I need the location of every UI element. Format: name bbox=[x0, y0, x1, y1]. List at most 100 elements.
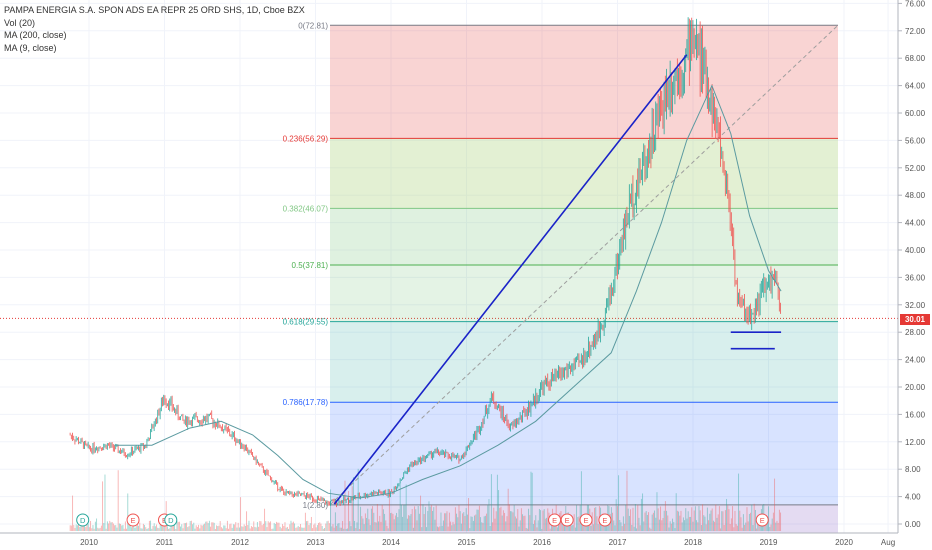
fibonacci-retracement: 0(72.81) 0.236(56.29) 0.382(46.07) 0.5(37.8… bbox=[283, 21, 839, 533]
volume-bar bbox=[571, 525, 573, 531]
price-tick-label: 16.00 bbox=[905, 410, 926, 419]
volume-bar bbox=[756, 528, 758, 531]
volume-bar bbox=[745, 522, 747, 531]
volume-bar bbox=[640, 498, 642, 531]
volume-bar bbox=[681, 522, 683, 531]
volume-bar bbox=[314, 523, 316, 531]
volume-bar bbox=[776, 520, 778, 531]
volume-bar bbox=[223, 525, 225, 531]
volume-bar bbox=[436, 526, 438, 531]
volume-bar bbox=[673, 521, 675, 531]
volume-bar bbox=[288, 528, 290, 531]
volume-bar bbox=[301, 527, 303, 531]
volume-bar bbox=[348, 491, 350, 531]
volume-bar bbox=[93, 528, 95, 531]
volume-bar bbox=[686, 518, 688, 531]
volume-bar bbox=[769, 526, 771, 531]
volume-bar bbox=[460, 523, 462, 531]
volume-bar bbox=[777, 522, 779, 531]
ma200-indicator-label[interactable]: MA (200, close) bbox=[4, 30, 67, 40]
volume-bar bbox=[193, 522, 195, 531]
volume-bar bbox=[732, 506, 734, 531]
current-price-tag: 30.01 bbox=[900, 314, 930, 325]
time-axis: 2010 2011 2012 2013 2014 2015 2016 2017 2018 2019… bbox=[0, 532, 898, 547]
volume-bar bbox=[706, 507, 708, 531]
volume-bar bbox=[297, 525, 299, 531]
price-tick-label: 48.00 bbox=[905, 191, 926, 200]
volume-bar bbox=[661, 520, 663, 531]
volume-bar bbox=[657, 508, 659, 531]
volume-bar bbox=[771, 518, 773, 531]
price-tick-label: 8.00 bbox=[905, 465, 921, 474]
volume-bar bbox=[241, 526, 243, 531]
time-tick-label: 2016 bbox=[533, 538, 551, 547]
volume-bar bbox=[583, 522, 585, 531]
volume-bar bbox=[463, 512, 465, 531]
volume-bar bbox=[529, 515, 531, 531]
symbol-title: PAMPA ENERGIA S.A. SPON ADS EA REPR 25 O… bbox=[4, 5, 305, 15]
volume-bar bbox=[229, 524, 231, 531]
time-tick-label: 2010 bbox=[80, 538, 98, 547]
volume-bar bbox=[247, 525, 249, 531]
volume-bar bbox=[716, 517, 718, 531]
volume-bar bbox=[313, 524, 315, 531]
volume-bar bbox=[205, 521, 207, 531]
volume-bar bbox=[158, 528, 160, 531]
volume-bar bbox=[441, 525, 443, 531]
volume-bar bbox=[387, 528, 389, 531]
volume-bar bbox=[690, 516, 692, 531]
volume-bar bbox=[108, 523, 110, 531]
volume-bar bbox=[396, 512, 398, 531]
volume-bar bbox=[722, 511, 724, 531]
volume-bar bbox=[674, 528, 676, 531]
volume-bar bbox=[391, 512, 393, 531]
event-marker-label: E bbox=[131, 516, 136, 525]
volume-bar bbox=[595, 507, 597, 531]
volume-bar bbox=[492, 522, 494, 531]
volume-bar bbox=[592, 524, 594, 531]
volume-bar bbox=[277, 522, 279, 531]
volume-bar bbox=[362, 518, 364, 531]
volume-bar bbox=[146, 528, 148, 531]
volume-bar bbox=[88, 527, 90, 531]
time-tick-label: 2019 bbox=[760, 538, 778, 547]
volume-bar bbox=[138, 525, 140, 531]
volume-bar bbox=[98, 528, 100, 531]
ma9-indicator-label[interactable]: MA (9, close) bbox=[4, 42, 57, 53]
volume-bar bbox=[486, 513, 488, 531]
volume-bar bbox=[663, 510, 665, 531]
volume-bar bbox=[512, 512, 514, 531]
volume-bar bbox=[384, 513, 386, 531]
volume-bar bbox=[452, 521, 454, 531]
price-tick-label: 4.00 bbox=[905, 493, 921, 502]
volume-bar bbox=[446, 511, 448, 531]
time-tick-label: Aug bbox=[881, 538, 895, 547]
volume-bar bbox=[424, 506, 426, 531]
volume-bar bbox=[483, 516, 485, 531]
volume-bar bbox=[423, 514, 425, 531]
vol-indicator-label[interactable]: Vol (20) bbox=[4, 17, 36, 28]
volume-bar bbox=[645, 511, 647, 531]
volume-bar bbox=[151, 528, 153, 531]
volume-bar bbox=[717, 514, 719, 531]
volume-bar bbox=[412, 527, 414, 531]
volume-bar bbox=[516, 518, 518, 531]
volume-bar bbox=[458, 505, 460, 531]
volume-bar bbox=[636, 528, 638, 531]
volume-bar bbox=[667, 515, 669, 531]
volume-bar bbox=[175, 528, 177, 531]
volume-bar bbox=[517, 509, 519, 531]
volume-bar bbox=[250, 526, 252, 531]
volume-bar bbox=[757, 521, 759, 531]
volume-bar bbox=[447, 526, 449, 531]
volume-bar bbox=[678, 511, 680, 531]
volume-bar bbox=[646, 514, 648, 531]
chart-legend: PAMPA ENERGIA S.A. SPON ADS EA REPR 25 O… bbox=[4, 4, 305, 54]
volume-bar bbox=[76, 525, 78, 531]
volume-bar bbox=[518, 526, 520, 531]
event-marker-label: E bbox=[602, 516, 607, 525]
volume-bar bbox=[561, 521, 563, 531]
volume-bar bbox=[292, 521, 294, 531]
volume-bar bbox=[120, 523, 122, 531]
